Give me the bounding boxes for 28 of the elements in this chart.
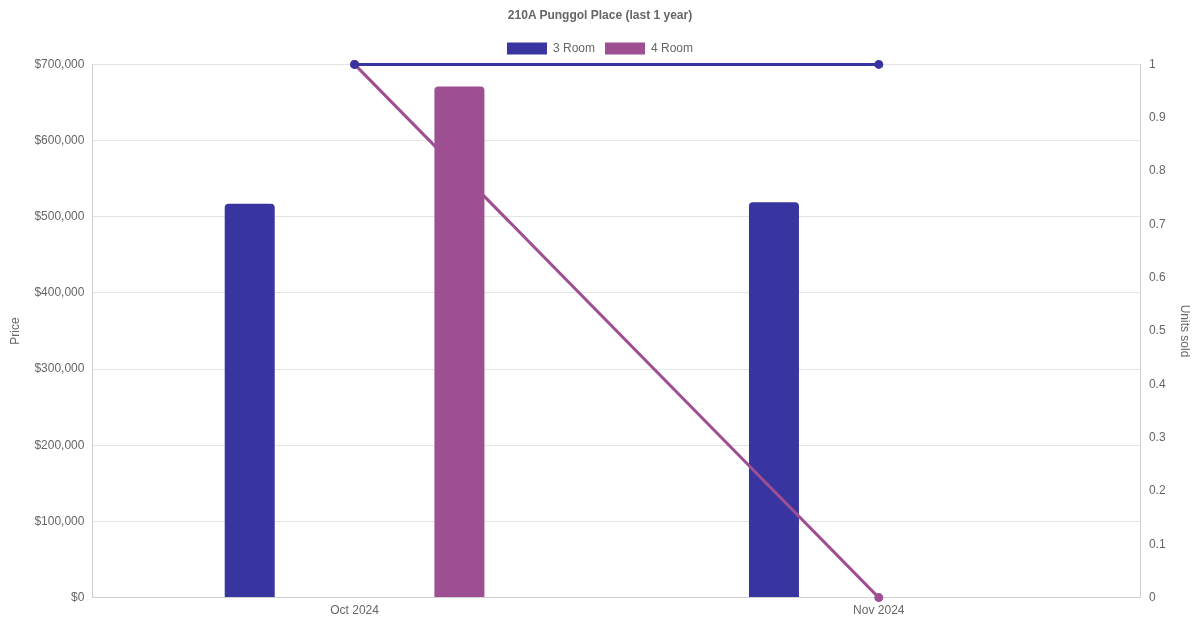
y2-tick-label: 0.8: [1148, 163, 1166, 178]
legend-label: 4 Room: [651, 40, 694, 55]
legend-label: 3 Room: [552, 40, 596, 55]
y2-tick-label: 0.2: [1148, 483, 1166, 498]
bar: [748, 202, 799, 598]
y-axis-title: Price: [7, 317, 22, 345]
y2-tick-label: 0.1: [1148, 536, 1166, 551]
bar: [224, 203, 275, 598]
y2-tick-label: 0: [1148, 589, 1156, 604]
y2-tick-label: 0.5: [1148, 323, 1166, 338]
y-tick-label: $300,000: [34, 361, 85, 376]
y-tick-label: $0: [71, 589, 85, 604]
chart-title: 210A Punggol Place (last 1 year): [507, 7, 693, 22]
y2-tick-label: 0.6: [1148, 269, 1166, 284]
x-tick-label: Oct 2024: [330, 603, 380, 618]
y2-axis-title: Units sold: [1178, 304, 1193, 358]
y-tick-label: $500,000: [34, 209, 85, 224]
x-tick-label: Nov 2024: [853, 603, 905, 618]
y2-tick-label: 1: [1148, 56, 1156, 71]
y2-tick-label: 0.4: [1148, 376, 1166, 391]
y-tick-label: $200,000: [34, 437, 85, 452]
y2-tick-label: 0.3: [1148, 429, 1166, 444]
y2-tick-label: 0.7: [1148, 216, 1166, 231]
y-tick-label: $700,000: [34, 56, 85, 71]
y-tick-label: $100,000: [34, 513, 85, 528]
y2-tick-label: 0.9: [1148, 110, 1166, 125]
y-tick-label: $400,000: [34, 285, 85, 300]
y-tick-label: $600,000: [34, 132, 85, 147]
